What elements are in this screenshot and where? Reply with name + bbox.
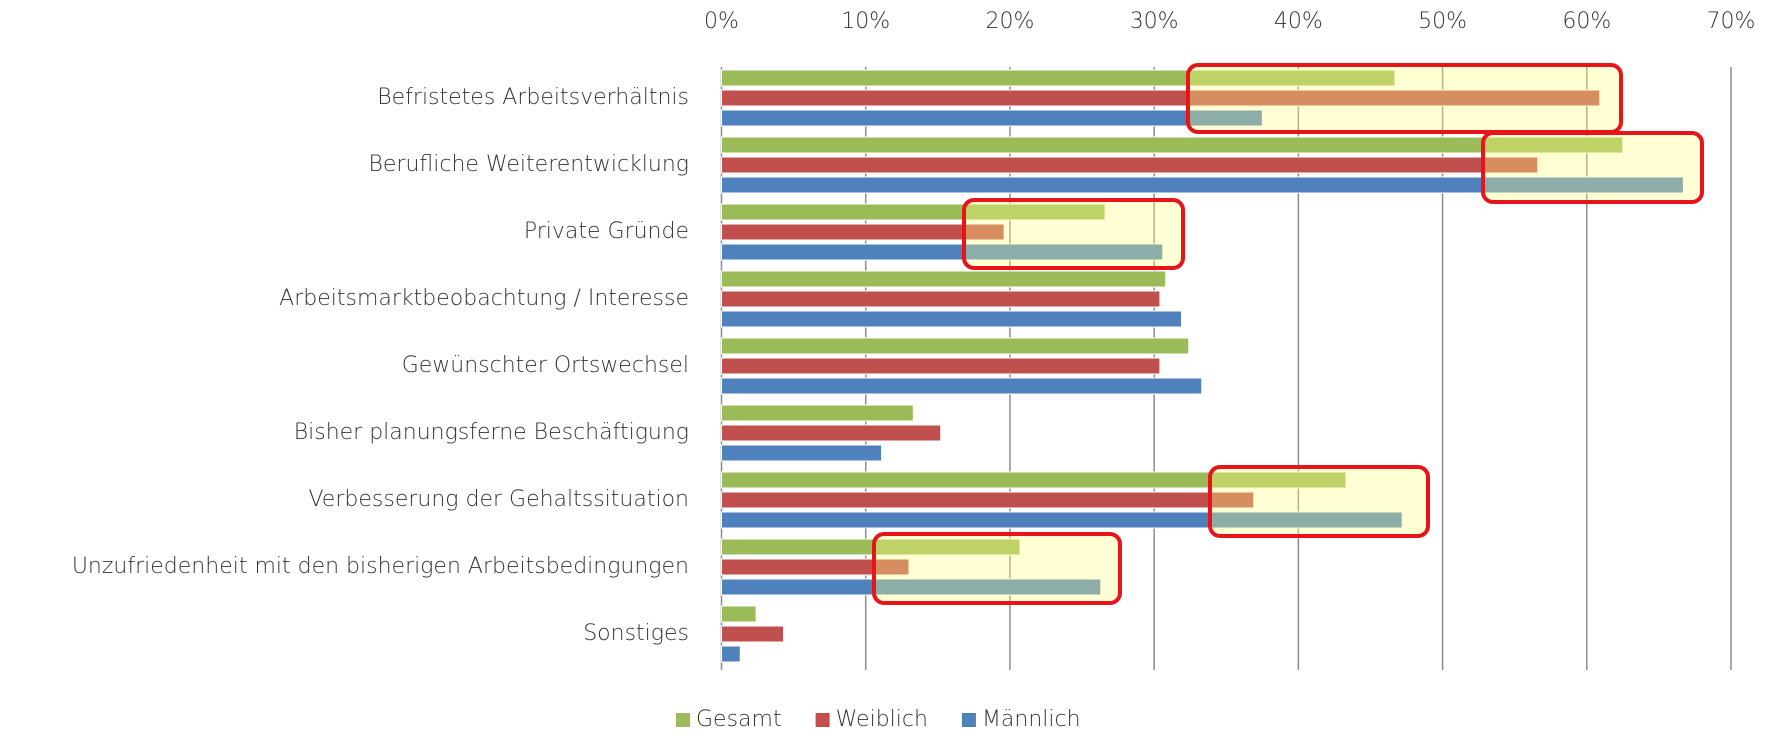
bar [721, 357, 1161, 375]
bar [721, 491, 1255, 509]
bar [721, 136, 1624, 154]
bar [721, 471, 1347, 489]
highlight-box [872, 532, 1122, 605]
bar [721, 424, 942, 442]
bar [721, 290, 1161, 308]
y-tick-label: Berufliche Weiterentwicklung [368, 152, 689, 177]
y-tick-label: Arbeitsmarktbeobachtung / Interesse [279, 286, 689, 311]
y-tick-label: Private Gründe [524, 219, 689, 244]
x-tick-label: 0% [704, 9, 739, 34]
x-tick-label: 20% [985, 9, 1034, 34]
legend-label: Gesamt [696, 707, 782, 732]
bar [721, 625, 785, 643]
bar [721, 310, 1183, 328]
y-tick-label: Unzufriedenheit mit den bisherigen Arbei… [72, 554, 689, 579]
y-tick-label: Verbesserung der Gehaltssituation [308, 487, 689, 512]
highlights [872, 63, 1704, 605]
bar [721, 538, 1021, 556]
legend-swatch [961, 713, 976, 727]
legend-label: Weiblich [836, 707, 928, 732]
y-tick-label: Sonstiges [583, 621, 689, 646]
x-tick-label: 50% [1418, 9, 1467, 34]
highlight-box [962, 198, 1185, 270]
x-tick-label: 60% [1562, 9, 1611, 34]
bar [721, 605, 757, 623]
bar [721, 377, 1203, 395]
legend-swatch [815, 713, 830, 727]
x-tick-label: 40% [1274, 9, 1323, 34]
bar [721, 69, 1396, 87]
legend-swatch [676, 713, 690, 727]
bar [721, 404, 914, 422]
bar [721, 270, 1167, 288]
bar [721, 89, 1601, 107]
bar [721, 109, 1263, 127]
y-tick-label: Gewünschter Ortswechsel [402, 353, 689, 378]
x-tick-label: 70% [1707, 9, 1756, 34]
bar [721, 223, 1005, 241]
bar [721, 203, 1106, 221]
highlight-box [1208, 465, 1430, 538]
bar [721, 337, 1190, 355]
bar [721, 558, 910, 576]
bar [721, 645, 741, 663]
y-tick-label: Bisher planungsferne Beschäftigung [294, 420, 689, 445]
highlight-box [1186, 63, 1623, 134]
bar [721, 156, 1539, 174]
plot: 0% 10% 20% 30% 40% 50% 60% 70% Befristetes Arbei… [72, 9, 1756, 732]
bar [721, 511, 1403, 529]
x-tick-label: 10% [841, 9, 890, 34]
bar [721, 176, 1684, 194]
highlight-box [1481, 131, 1704, 204]
legend-label: Männlich [982, 707, 1081, 732]
bar [721, 578, 1102, 596]
bar [721, 243, 1164, 261]
bar [721, 444, 883, 462]
y-tick-label: Befristetes Arbeitsverhältnis [377, 85, 689, 110]
x-tick-label: 30% [1130, 9, 1179, 34]
